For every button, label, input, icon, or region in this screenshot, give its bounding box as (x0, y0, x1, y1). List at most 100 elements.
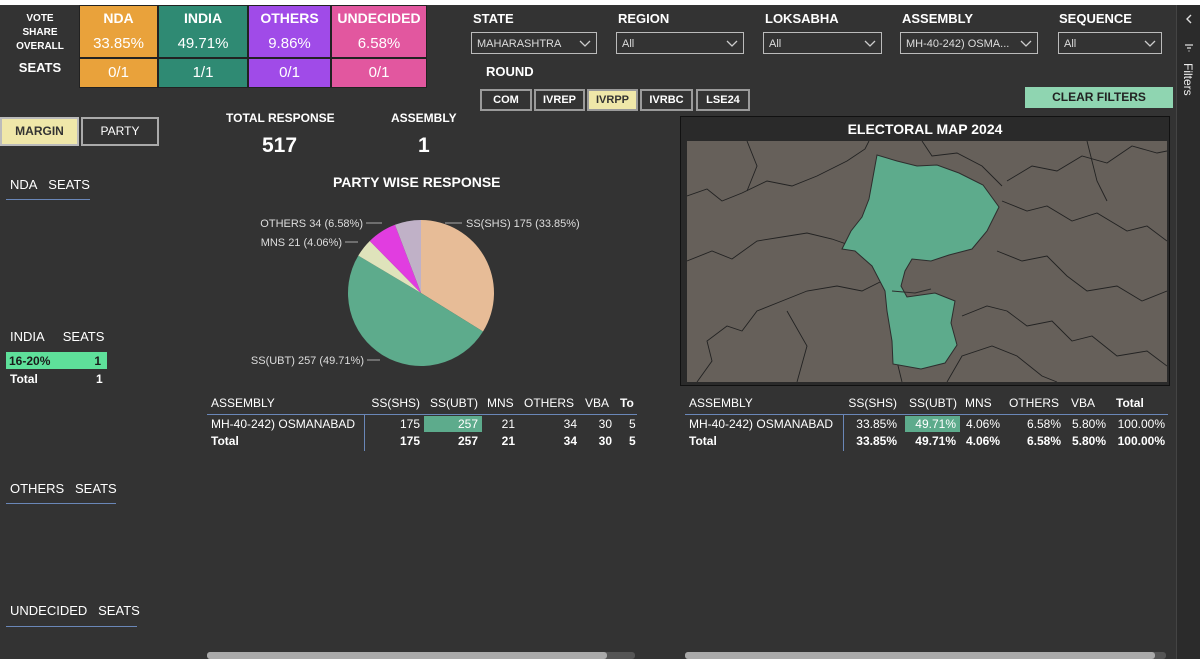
share-header-ubt[interactable]: SS(UBT) (909, 396, 957, 410)
state-dropdown-value: MAHARASHTRA (477, 38, 562, 50)
share-label: SHARE (22, 27, 58, 38)
assembly-dropdown[interactable]: MH-40-242) OSMA... (900, 32, 1038, 54)
resp-ubt-highlight (424, 416, 482, 432)
share-scroll-thumb[interactable] (685, 652, 1155, 659)
round-filter-label: ROUND (486, 64, 534, 79)
india-total-value: 1 (96, 372, 103, 386)
share-table-scrollbar[interactable] (685, 652, 1166, 659)
share-row-assembly[interactable]: MH-40-242) OSMANABAD (689, 417, 834, 431)
resp-header-assembly[interactable]: ASSEMBLY (211, 396, 275, 410)
pie-slice-others[interactable] (369, 224, 421, 293)
margin-toggle-button[interactable]: MARGIN (0, 117, 79, 146)
share-header-divider (685, 414, 1168, 415)
collapse-chevron-icon[interactable] (1183, 13, 1195, 25)
india-share-card: INDIA 49.71% (158, 5, 248, 58)
share-header-assembly[interactable]: ASSEMBLY (689, 396, 753, 410)
pie-slice-ssshs[interactable] (421, 220, 494, 332)
resp-total-total: 5 (629, 434, 636, 448)
india-seats-value: 1/1 (192, 64, 214, 81)
party-pie-chart: OTHERS 34 (6.58%) MNS 21 (4.06%) SS(SHS)… (251, 218, 580, 367)
round-lse24-button[interactable]: LSE24 (696, 89, 750, 111)
share-row-total: 100.00% (1117, 417, 1165, 431)
sequence-dropdown[interactable]: All (1058, 32, 1162, 54)
resp-header-vba[interactable]: VBA (585, 396, 610, 410)
loksabha-filter-label: LOKSABHA (765, 11, 839, 26)
vote-label: VOTE (26, 13, 54, 24)
others-data-label: OTHERS 34 (6.58%) (260, 218, 363, 230)
india-card-title: INDIA (183, 10, 223, 26)
mns-data-label: MNS 21 (4.06%) (261, 237, 342, 249)
map-title: ELECTORAL MAP 2024 (847, 121, 1003, 137)
round-com-button[interactable]: COM (480, 89, 532, 111)
party-toggle-button[interactable]: PARTY (81, 117, 159, 146)
resp-total-vba: 30 (598, 434, 612, 448)
share-header-vba[interactable]: VBA (1071, 396, 1096, 410)
nda-seats-card: 0/1 (79, 58, 158, 88)
state-dropdown[interactable]: MAHARASHTRA (471, 32, 597, 54)
resp-row-assembly[interactable]: MH-40-242) OSMANABAD (211, 417, 356, 431)
dashboard-canvas: VOTE SHARE OVERALL SEATS NDA 33.85% 0/1 … (0, 5, 1176, 659)
ubt-data-label: SS(UBT) 257 (49.71%) (251, 355, 364, 367)
undecided-seats-heading: UNDECIDED SEATS (10, 603, 140, 618)
pie-slice-ssubt[interactable] (348, 255, 484, 366)
constituency-map[interactable] (687, 141, 1167, 382)
undecided-seats-card: 0/1 (331, 58, 427, 88)
share-row-vba: 5.80% (1071, 417, 1106, 431)
total-response-value: 517 (262, 134, 298, 157)
resp-total-others: 34 (563, 434, 577, 448)
resp-header-total[interactable]: To (620, 396, 634, 410)
share-row-shs: 33.85% (856, 417, 897, 431)
loksabha-dropdown-value: All (769, 38, 782, 50)
pie-chart-title: PARTY WISE RESPONSE (333, 174, 501, 190)
resp-total-label: Total (211, 434, 239, 448)
pie-slice-mns[interactable] (358, 240, 421, 293)
loksabha-dropdown[interactable]: All (763, 32, 882, 54)
filter-funnel-icon (1185, 44, 1193, 52)
seats-label: SEATS (18, 60, 62, 75)
nda-seats-heading: NDA SEATS (10, 177, 90, 192)
share-total-vba: 5.80% (1071, 434, 1106, 448)
share-ubt-highlight (905, 416, 960, 432)
resp-total-mns: 21 (501, 434, 515, 448)
resp-header-shs[interactable]: SS(SHS) (371, 396, 420, 410)
clear-filters-button[interactable]: CLEAR FILTERS (1025, 87, 1173, 108)
resp-header-divider (207, 414, 637, 415)
electoral-map-panel: ELECTORAL MAP 2024 (680, 116, 1170, 386)
resp-header-others[interactable]: OTHERS (524, 396, 575, 410)
chevron-down-icon (864, 40, 876, 47)
share-header-others[interactable]: OTHERS (1009, 396, 1060, 410)
nda-heading-left: NDA (10, 177, 38, 192)
india-total-label: Total (10, 372, 38, 386)
india-share-value: 49.71% (177, 35, 229, 52)
undecided-share-value: 6.58% (357, 35, 401, 52)
chevron-down-icon (726, 40, 738, 47)
region-dropdown[interactable]: All (616, 32, 744, 54)
share-col-divider (843, 415, 844, 451)
resp-scroll-thumb[interactable] (207, 652, 607, 659)
resp-header-ubt[interactable]: SS(UBT) (430, 396, 478, 410)
assembly-dropdown-value: MH-40-242) OSMA... (906, 38, 1010, 50)
undecided-heading-left: UNDECIDED (10, 603, 88, 618)
chevron-down-icon (1144, 40, 1156, 47)
resp-header-mns[interactable]: MNS (487, 396, 514, 410)
india-margin-row[interactable]: 16-20% 1 (6, 352, 107, 369)
state-filter-label: STATE (473, 11, 514, 26)
share-header-shs[interactable]: SS(SHS) (848, 396, 897, 410)
others-seats-card: 0/1 (248, 58, 331, 88)
share-header-mns[interactable]: MNS (965, 396, 992, 410)
resp-table-scrollbar[interactable] (207, 652, 635, 659)
nda-seats-value: 0/1 (108, 64, 129, 81)
filters-pane-label[interactable]: Filters (1181, 63, 1195, 96)
round-ivrbc-button[interactable]: IVRBC (640, 89, 693, 111)
round-ivrpp-button[interactable]: IVRPP (587, 89, 638, 111)
others-seats-value: 0/1 (279, 64, 300, 81)
others-share-card: OTHERS 9.86% (248, 5, 331, 58)
others-card-title: OTHERS (260, 10, 319, 26)
share-header-total[interactable]: Total (1116, 396, 1144, 410)
filters-pane[interactable]: Filters (1176, 5, 1200, 659)
chevron-down-icon (1020, 40, 1032, 47)
resp-row-ubt: 257 (457, 417, 478, 431)
round-ivrep-button[interactable]: IVREP (534, 89, 585, 111)
pie-slice-vba[interactable] (394, 220, 421, 293)
share-total-total: 100.00% (1117, 434, 1165, 448)
